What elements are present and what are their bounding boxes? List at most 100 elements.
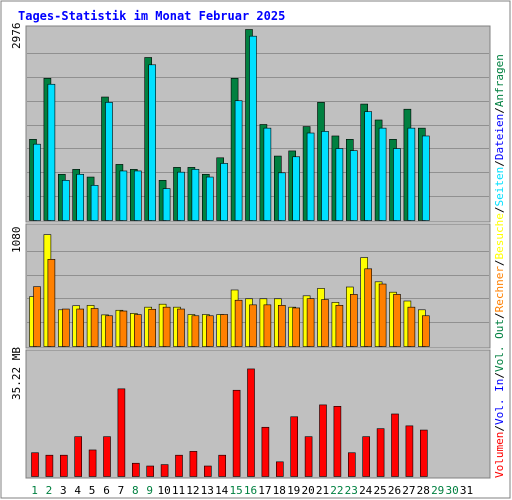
day-label: 16: [244, 484, 257, 497]
bar-seiten: [349, 150, 358, 221]
bar-seiten: [407, 127, 416, 221]
bar-rechner: [249, 304, 257, 347]
legend-vol-in: Vol. In: [493, 379, 506, 425]
day-label: 29: [431, 484, 444, 497]
day-label: 11: [172, 484, 185, 497]
bar-rechner: [407, 306, 416, 347]
bar-rechner: [105, 315, 113, 347]
day-label: 7: [118, 484, 125, 497]
bar-volumen: [218, 454, 226, 477]
x-axis-day-labels: 1 2 3 4 5 6 7 8 9 10 11 12 13 14 15 16 17 18 19 20 21 22 23 24 2…: [31, 484, 473, 497]
bar-volumen: [405, 425, 414, 477]
bar-seiten: [263, 127, 272, 221]
bar-rechner: [306, 298, 315, 347]
bar-seiten: [277, 172, 286, 221]
bar-volumen: [204, 465, 212, 477]
legend-vol-out: Vol. Out: [493, 319, 506, 372]
day-label: 20: [301, 484, 314, 497]
day-label: 12: [186, 484, 199, 497]
bar-volumen: [160, 464, 169, 477]
bar-volumen: [247, 368, 255, 477]
bar-volumen: [59, 454, 68, 477]
day-label: 14: [215, 484, 229, 497]
bar-volumen: [319, 404, 327, 477]
day-label: 15: [229, 484, 242, 497]
bar-seiten: [177, 171, 185, 221]
bar-rechner: [162, 306, 171, 347]
day-label: 24: [359, 484, 373, 497]
bar-rechner: [76, 308, 84, 347]
bar-volumen: [391, 413, 399, 477]
day-label: 2: [46, 484, 53, 497]
legend-seiten: Seiten: [493, 167, 506, 207]
day-label: 18: [273, 484, 286, 497]
bar-seiten: [162, 188, 171, 221]
bar-rechner: [234, 299, 243, 347]
bar-seiten: [378, 127, 387, 221]
bar-seiten: [76, 173, 84, 221]
panel-volume-bars: [31, 368, 428, 477]
bar-seiten: [321, 131, 329, 221]
panel-volume: 35.22 MB: [10, 347, 491, 479]
bar-seiten: [292, 156, 301, 221]
bar-rechner: [33, 286, 41, 347]
legend-separator: /: [493, 372, 506, 379]
bar-seiten: [90, 185, 99, 221]
bar-seiten: [119, 170, 128, 221]
bar-volumen: [419, 429, 428, 477]
bar-volumen: [74, 436, 82, 477]
bar-seiten: [393, 148, 401, 221]
bar-rechner: [349, 294, 358, 347]
panel-visits: 1080: [10, 223, 491, 349]
day-label: 13: [201, 484, 214, 497]
legend-volumen: Volumen: [493, 432, 506, 478]
chart-title: Tages-Statistik im Monat Februar 2025: [18, 9, 285, 23]
day-label: 21: [316, 484, 329, 497]
legend-separator: /: [493, 107, 506, 114]
legend-besuche: Besuche: [493, 213, 506, 259]
day-label: 27: [402, 484, 415, 497]
legend-separator: /: [493, 206, 506, 213]
bar-volumen: [103, 436, 111, 477]
day-label: 31: [460, 484, 473, 497]
panel-visits-bars: [29, 234, 430, 347]
bar-rechner: [277, 304, 286, 347]
bar-volumen: [304, 436, 313, 477]
bar-volumen: [261, 426, 270, 477]
legend-dateien: Dateien: [493, 114, 506, 160]
bar-seiten: [105, 102, 113, 221]
bar-seiten: [206, 176, 214, 221]
panel-visits-max-label: 1080: [10, 227, 23, 254]
bar-seiten: [220, 163, 228, 221]
day-label: 26: [388, 484, 401, 497]
bar-volumen: [333, 406, 342, 477]
legend-separator: /: [493, 312, 506, 319]
bar-rechner: [364, 268, 373, 347]
bar-seiten: [47, 83, 56, 221]
bar-rechner: [206, 315, 214, 347]
bar-rechner: [393, 294, 401, 347]
bar-seiten: [335, 148, 344, 221]
bar-seiten: [61, 180, 70, 221]
bar-seiten: [249, 35, 257, 221]
panel-requests-bars: [29, 29, 430, 221]
bar-volumen: [117, 388, 126, 477]
bar-rechner: [134, 314, 142, 347]
bar-rechner: [321, 299, 329, 347]
bar-volumen: [146, 465, 154, 477]
bar-volumen: [232, 389, 241, 477]
day-label: 23: [345, 484, 358, 497]
bar-volumen: [376, 428, 385, 477]
legend-separator: /: [493, 425, 506, 432]
bar-seiten: [134, 170, 142, 221]
bar-volumen: [31, 452, 39, 477]
bar-seiten: [191, 169, 200, 221]
bar-rechner: [263, 304, 272, 347]
bar-volumen: [189, 451, 198, 477]
bar-rechner: [47, 259, 56, 347]
day-label: 1: [31, 484, 38, 497]
day-label: 5: [89, 484, 96, 497]
day-label: 17: [258, 484, 271, 497]
legend-separator: /: [493, 160, 506, 167]
